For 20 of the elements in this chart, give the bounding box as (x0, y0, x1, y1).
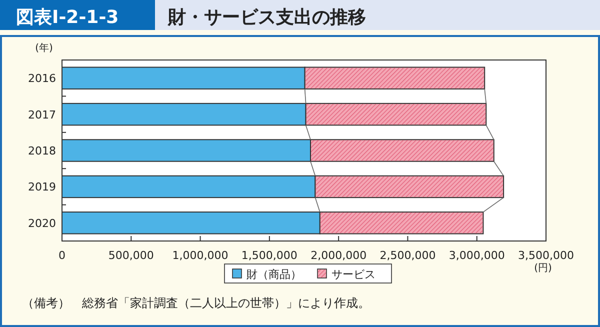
x-tick-label: 0 (58, 249, 66, 262)
chart-subtitle: 財・サービス支出の推移 (167, 7, 366, 28)
x-tick-label: 2,000,000 (310, 249, 367, 262)
y-axis-title: (年) (35, 42, 53, 54)
legend-label: 財（商品） (246, 268, 302, 281)
y-tick-label: 2020 (28, 216, 56, 230)
y-tick-label: 2017 (28, 108, 56, 122)
text: （備考） 総務省「家計調査（二人以上の世帯）」により作成。 (22, 296, 370, 310)
y-tick-label: 2019 (28, 180, 56, 194)
x-tick-label: 3,000,000 (448, 249, 505, 262)
y-tick-label: 2018 (28, 144, 56, 158)
x-tick-label: 1,000,000 (172, 249, 228, 262)
x-tick-label: 1,500,000 (241, 249, 298, 262)
x-axis-title: (円) (534, 263, 552, 274)
x-tick-label: 2,500,000 (380, 249, 436, 262)
legend-label: サービス (332, 268, 376, 281)
x-tick-label: 500,000 (108, 249, 154, 262)
y-tick-label: 2016 (28, 72, 56, 86)
x-tick-label: 3,500,000 (518, 249, 574, 262)
chart-title: 図表Ⅰ-2-1-3 (16, 7, 119, 28)
